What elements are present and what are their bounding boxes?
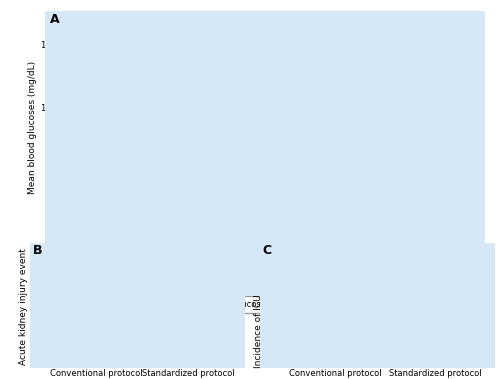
Text: A: A (50, 13, 59, 26)
Bar (308, 83, 372, 235)
Y-axis label: Incidence of ICU admission: Incidence of ICU admission (254, 246, 262, 368)
Bar (174, 36, 237, 235)
Bar (73, 262, 120, 364)
Bar (410, 293, 460, 364)
Bar (310, 265, 360, 364)
Text: C: C (262, 244, 272, 257)
Legend: Preoperative blood glucose, Postoperative blood glucose: Preoperative blood glucose, Postoperativ… (126, 296, 420, 313)
Y-axis label: Mean blood glucoses (mg/dL): Mean blood glucoses (mg/dL) (28, 60, 38, 194)
Bar (372, 47, 434, 235)
Bar (166, 307, 212, 364)
Text: p=0.005: p=0.005 (124, 244, 161, 253)
Text: p<0.001: p<0.001 (286, 18, 323, 27)
Y-axis label: Acute kidney injury event: Acute kidney injury event (18, 249, 28, 365)
Bar (110, 80, 174, 235)
Text: B: B (32, 244, 42, 257)
Text: p=0.005: p=0.005 (367, 244, 403, 254)
